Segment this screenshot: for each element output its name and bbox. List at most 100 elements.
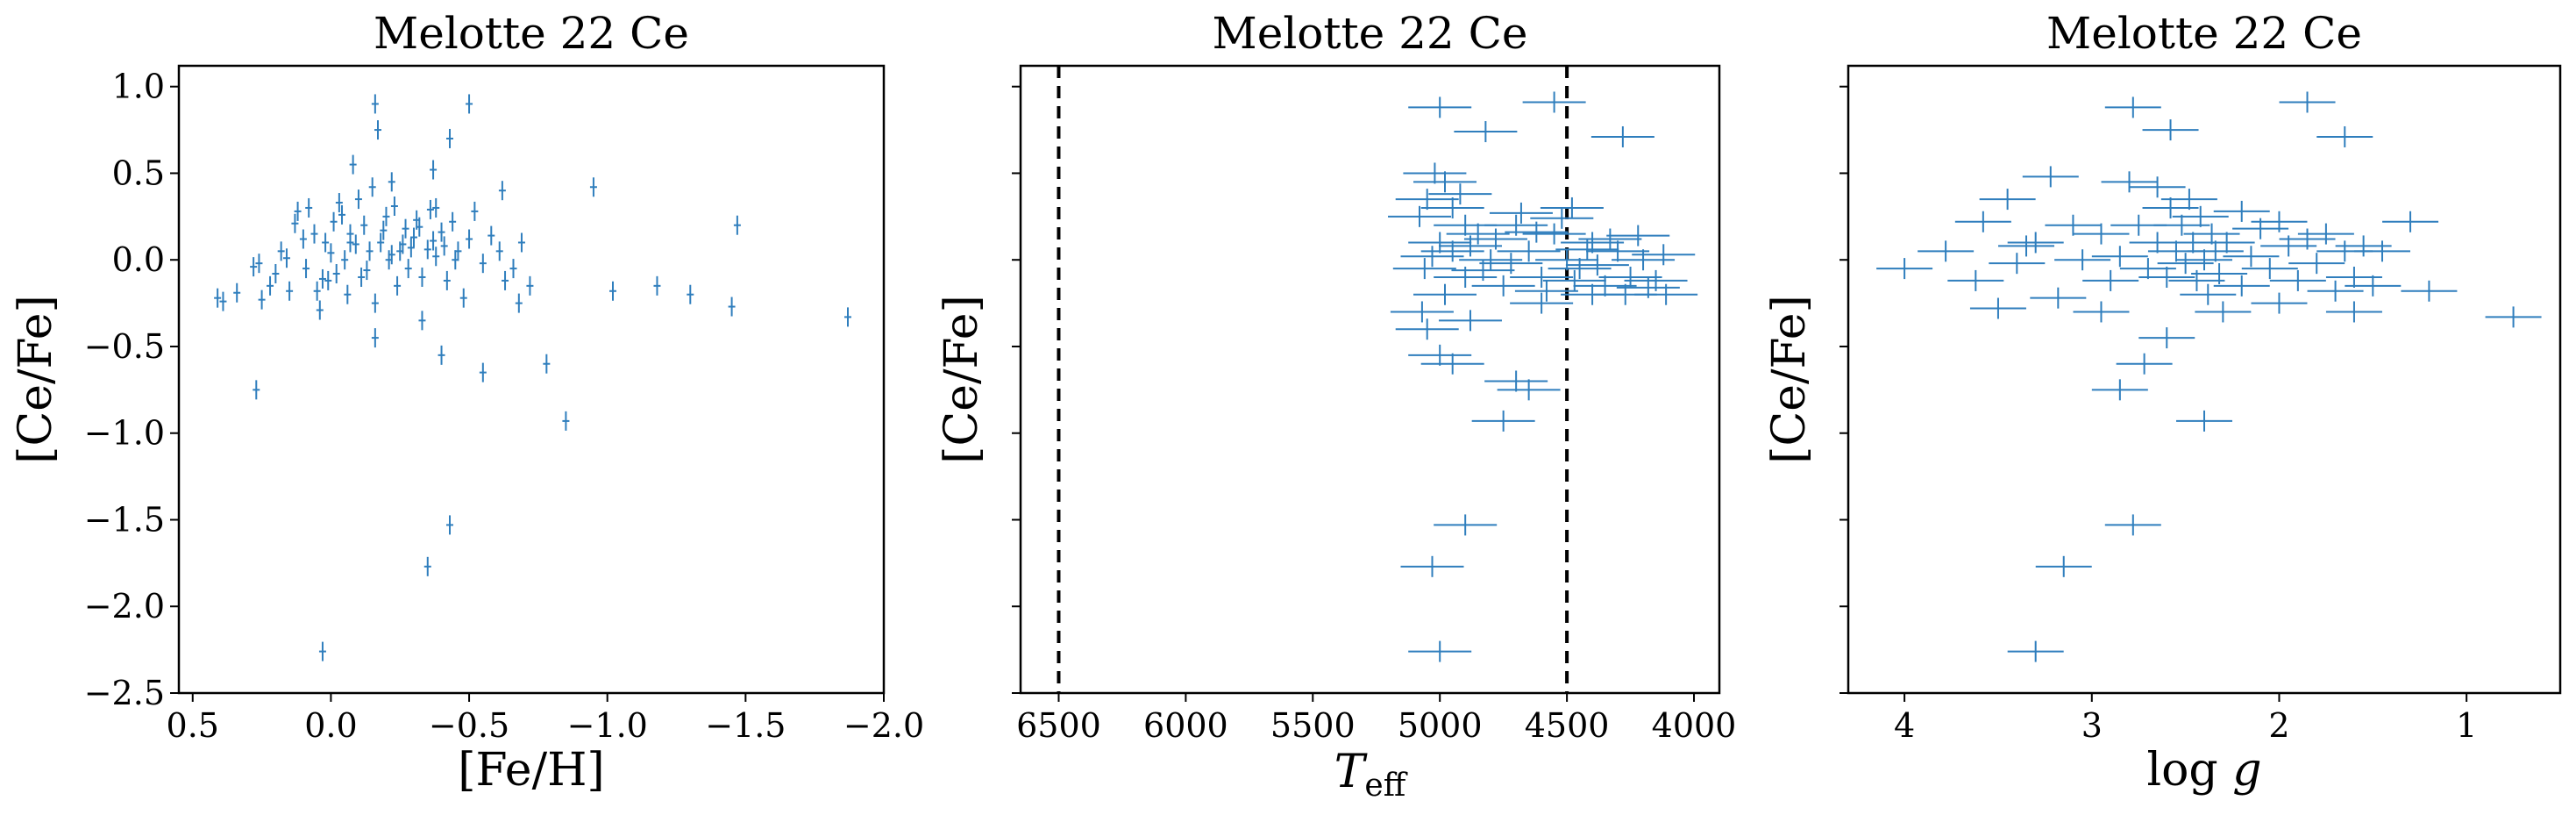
data-point: [1408, 344, 1472, 366]
y-tick-label: −1.0: [84, 414, 165, 453]
data-point: [2138, 266, 2195, 288]
data-point: [2104, 514, 2161, 536]
data-point: [272, 264, 280, 284]
data-point: [1612, 249, 1676, 271]
data-point: [327, 243, 335, 263]
data-point: [526, 275, 534, 296]
data-point: [282, 248, 290, 268]
data-point: [1555, 239, 1619, 261]
data-point: [844, 307, 852, 327]
data-point: [2104, 96, 2161, 118]
data-point: [445, 128, 453, 148]
data-point: [1446, 223, 1510, 245]
data-point: [2187, 240, 2244, 262]
data-point: [318, 268, 326, 289]
panel-feh: Melotte 22 Ce 0.5 0.0 −0.5 −1.0 −1.5 −2.0 1.0 0.…: [10, 8, 924, 797]
data-point: [1408, 640, 1472, 662]
data-point: [2091, 379, 2148, 401]
data-point: [445, 515, 453, 535]
data-point: [2091, 246, 2148, 268]
data-point: [2195, 301, 2252, 323]
data-point: [330, 211, 338, 232]
x-tick-label: 6500: [1016, 706, 1101, 745]
data-point: [1586, 240, 1650, 262]
data-point: [2022, 166, 2079, 188]
chart-title: Melotte 22 Ce: [2046, 8, 2362, 59]
data-point: [1390, 301, 1454, 323]
y-tick-label: 0.0: [112, 240, 165, 279]
data-point: [517, 232, 525, 253]
y-tick-label: −0.5: [84, 327, 165, 366]
data-point: [495, 241, 503, 261]
panel-teff: Melotte 22 Ce 6500 6000 5500 5000 4500 4000 Tef…: [936, 8, 1736, 804]
data-point: [2073, 301, 2130, 323]
data-point: [2307, 280, 2364, 302]
data-point: [219, 291, 227, 311]
data-point: [2116, 353, 2173, 375]
data-point: [1918, 240, 1975, 262]
data-point: [2316, 125, 2373, 147]
data-point: [2030, 287, 2087, 309]
data-point: [1548, 258, 1612, 280]
y-tick-label: −2.5: [84, 674, 165, 712]
data-point: [2269, 269, 2326, 291]
data-point: [382, 206, 390, 226]
data-point: [394, 275, 402, 296]
data-point: [1606, 225, 1670, 247]
data-point: [407, 238, 415, 258]
data-point: [2279, 91, 2336, 113]
data-point: [1598, 266, 1662, 288]
data-point: [479, 254, 487, 274]
data-point: [418, 267, 426, 287]
data-point: [1505, 221, 1569, 243]
x-axis-label: Teff: [1334, 746, 1408, 804]
data-point: [1479, 253, 1543, 275]
data-point: [1489, 202, 1553, 224]
data-point: [1954, 211, 2011, 232]
data-point: [1471, 410, 1535, 432]
x-tick-label: −2.0: [843, 706, 924, 745]
data-point: [360, 215, 368, 235]
data-point: [2191, 263, 2248, 285]
data-point: [487, 225, 495, 246]
data-point: [1522, 223, 1586, 245]
data-point: [305, 197, 313, 218]
data-point: [2223, 246, 2280, 268]
data-point: [388, 172, 395, 192]
data-point: [728, 297, 736, 317]
data-point: [324, 270, 332, 290]
x-tick-label: 1: [2456, 706, 2477, 745]
data-point: [310, 224, 318, 244]
data-point: [1434, 514, 1498, 536]
data-point: [2213, 200, 2270, 222]
data-point: [2082, 269, 2139, 291]
data-point: [543, 354, 551, 374]
data-point: [316, 300, 324, 320]
data-point: [332, 264, 340, 284]
data-point: [1463, 228, 1527, 250]
data-point: [318, 641, 326, 661]
data-point: [1428, 183, 1492, 205]
data-point: [358, 267, 366, 287]
x-tick-label: −1.5: [705, 706, 786, 745]
data-point: [2180, 283, 2237, 305]
data-point: [2054, 249, 2111, 271]
data-point: [399, 234, 407, 254]
data-point: [363, 261, 371, 281]
data-point: [352, 234, 359, 254]
data-point: [1459, 249, 1523, 271]
data-point: [1876, 258, 1933, 280]
data-point: [1484, 370, 1548, 392]
x-tick-label: 2: [2268, 706, 2289, 745]
data-point: [1632, 244, 1696, 266]
data-point: [277, 241, 285, 261]
data-point: [430, 160, 438, 180]
plot-frame: [1847, 64, 2562, 695]
data-point: [440, 236, 448, 256]
data-point: [1420, 240, 1484, 262]
data-point: [609, 281, 617, 301]
x-tick-label: −1.0: [567, 706, 648, 745]
data-point: [374, 120, 382, 140]
data-point: [2138, 327, 2195, 349]
data-point: [1561, 283, 1625, 305]
